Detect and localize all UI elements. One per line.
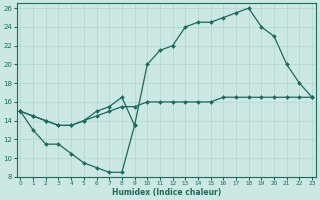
X-axis label: Humidex (Indice chaleur): Humidex (Indice chaleur) [112,188,221,197]
